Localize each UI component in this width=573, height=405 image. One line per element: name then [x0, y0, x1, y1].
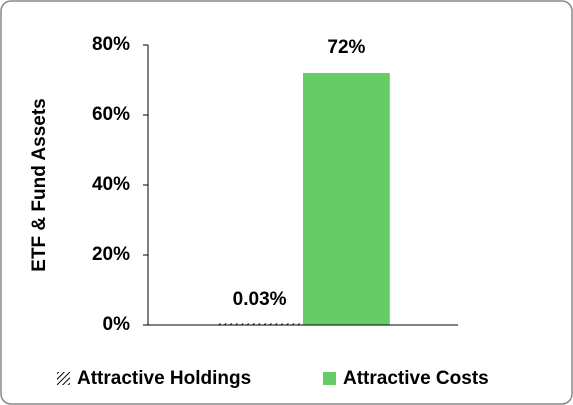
- value-label: 72%: [327, 37, 365, 58]
- bar: [216, 323, 303, 326]
- legend-swatch: [57, 372, 70, 385]
- y-tick-label: 80%: [92, 34, 130, 55]
- legend-label: Attractive Costs: [343, 368, 489, 389]
- y-tick-label: 60%: [92, 104, 130, 125]
- value-label: 0.03%: [233, 289, 287, 310]
- legend-swatch: [323, 372, 336, 385]
- legend-label: Attractive Holdings: [77, 368, 251, 389]
- bar: [303, 73, 390, 325]
- y-tick-label: 0%: [103, 314, 131, 335]
- y-tick-label: 40%: [92, 174, 130, 195]
- y-tick-label: 20%: [92, 244, 130, 265]
- y-axis-label: ETF & Fund Assets: [29, 98, 50, 271]
